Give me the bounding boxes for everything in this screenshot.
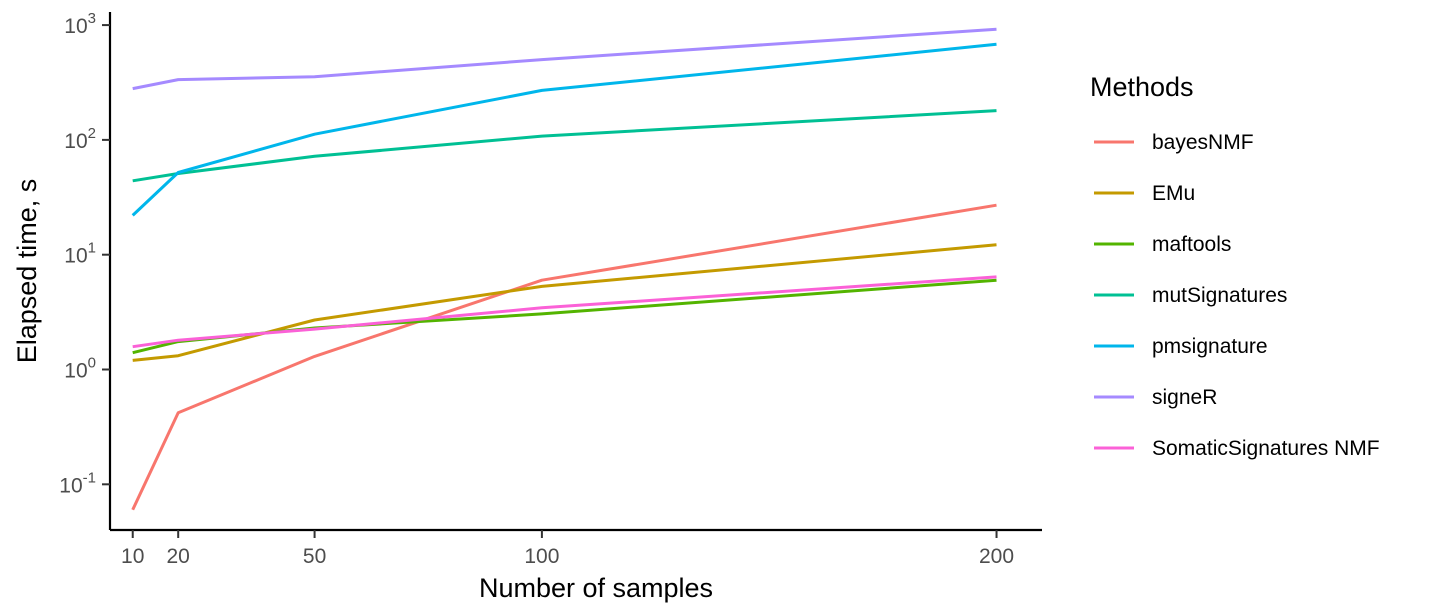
legend-title: Methods [1090, 72, 1194, 102]
x-tick-label: 100 [524, 545, 559, 568]
y-tick-label: 101 [64, 240, 96, 268]
legend: Methods bayesNMF EMu maftools mutSignatures p… [1090, 72, 1380, 460]
legend-label: maftools [1152, 233, 1231, 256]
legend-label: pmsignature [1152, 335, 1268, 358]
series-line-bayesnmf [131, 203, 997, 511]
y-axis-title: Elapsed time, s [12, 179, 42, 364]
x-axis-title: Number of samples [479, 573, 713, 603]
legend-label: mutSignatures [1152, 284, 1287, 307]
plot-area [131, 27, 997, 511]
y-tick-label: 102 [64, 125, 96, 153]
series-line-maftools [132, 278, 997, 355]
x-tick-label: 200 [979, 545, 1014, 568]
x-tick-label: 10 [121, 545, 144, 568]
axes: 10 20 50 100 200 10-1 100 101 102 103 Number of sa… [12, 10, 1042, 603]
y-tick-label: 100 [64, 355, 96, 383]
y-tick-label: 10-1 [59, 469, 96, 497]
series-line-pmsignature [131, 42, 997, 217]
legend-label: EMu [1152, 182, 1195, 205]
series-line-signer [132, 27, 997, 91]
series-line-emu [132, 243, 997, 362]
legend-label: bayesNMF [1152, 131, 1254, 154]
series-line-mutsignatures [132, 109, 997, 183]
series-line-somaticsignatures-nmf [132, 275, 997, 349]
legend-label: SomaticSignatures NMF [1152, 437, 1380, 460]
x-tick-label: 20 [167, 545, 190, 568]
x-tick-label: 50 [303, 545, 326, 568]
legend-label: signeR [1152, 386, 1217, 409]
y-tick-label: 103 [64, 10, 96, 38]
